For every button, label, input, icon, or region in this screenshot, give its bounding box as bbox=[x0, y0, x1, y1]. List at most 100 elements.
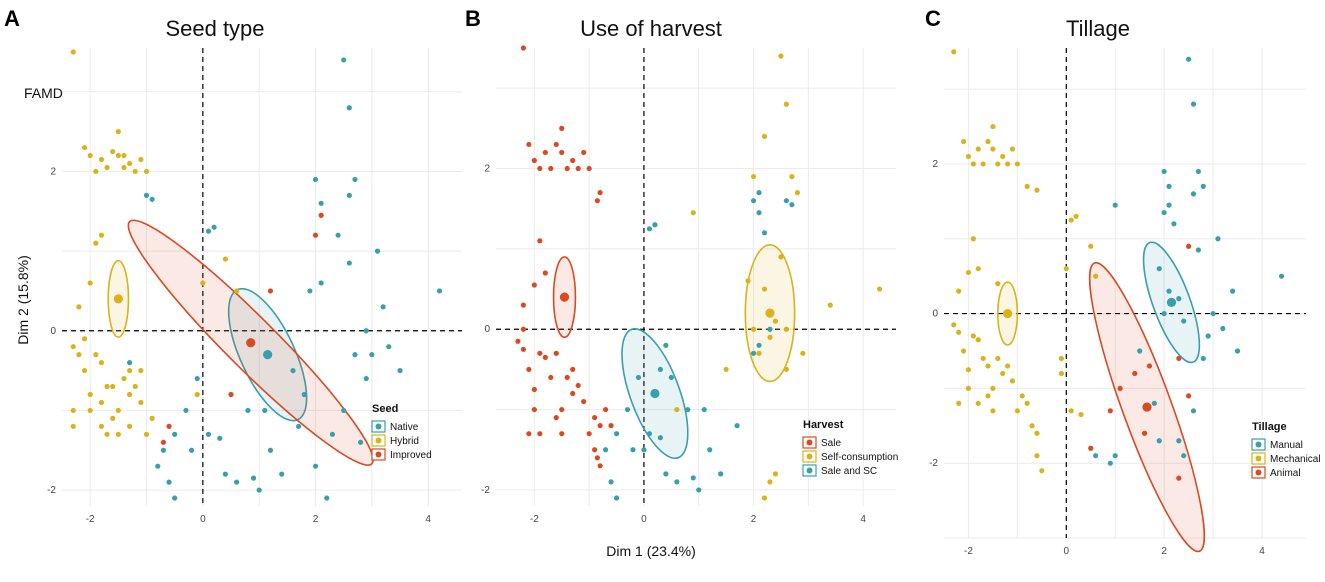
data-point bbox=[346, 260, 352, 266]
data-point bbox=[995, 281, 1001, 287]
panel-letter-c: C bbox=[925, 6, 941, 31]
legend-label: Sale bbox=[821, 438, 841, 449]
data-point bbox=[132, 168, 138, 175]
data-point bbox=[166, 423, 172, 429]
data-point bbox=[1039, 468, 1045, 474]
data-point bbox=[115, 152, 121, 159]
legend-label: Mechanical bbox=[1270, 454, 1321, 465]
data-point bbox=[990, 408, 996, 414]
data-point bbox=[951, 322, 957, 328]
data-point bbox=[1034, 430, 1040, 436]
data-point bbox=[1112, 453, 1118, 459]
data-point bbox=[690, 475, 696, 481]
legend-key-dot bbox=[1255, 455, 1262, 462]
data-point bbox=[570, 366, 576, 373]
data-point bbox=[750, 173, 757, 180]
data-point bbox=[592, 447, 598, 453]
data-point bbox=[542, 149, 548, 156]
data-point bbox=[674, 479, 680, 485]
data-point bbox=[143, 431, 150, 437]
data-point bbox=[646, 431, 653, 437]
legend: Seed Native Hybrid Improved bbox=[371, 403, 432, 461]
data-point bbox=[772, 471, 779, 477]
data-point bbox=[778, 53, 784, 59]
data-point bbox=[965, 385, 972, 391]
data-point bbox=[827, 302, 833, 308]
data-point bbox=[531, 157, 537, 164]
data-point bbox=[718, 471, 724, 477]
data-point bbox=[121, 164, 127, 171]
data-point bbox=[674, 406, 680, 413]
data-point bbox=[970, 333, 976, 339]
data-point bbox=[1166, 202, 1172, 208]
data-point bbox=[723, 366, 729, 373]
data-point bbox=[553, 350, 559, 356]
data-point bbox=[531, 406, 537, 413]
data-point bbox=[397, 367, 403, 374]
data-point bbox=[87, 391, 93, 398]
data-point bbox=[581, 398, 587, 405]
data-point bbox=[324, 495, 330, 501]
data-point bbox=[346, 105, 352, 111]
data-point bbox=[778, 254, 784, 260]
centroid-improved bbox=[246, 338, 256, 348]
data-point bbox=[876, 286, 883, 292]
data-point bbox=[81, 144, 88, 151]
data-point bbox=[70, 407, 76, 414]
data-point bbox=[592, 415, 598, 421]
data-point bbox=[1009, 146, 1016, 152]
data-point bbox=[630, 447, 636, 453]
data-point bbox=[1004, 363, 1011, 369]
data-point bbox=[104, 164, 110, 171]
x-tick-label: 4 bbox=[1259, 546, 1265, 557]
data-point bbox=[624, 406, 631, 413]
centroid-sale-and-sc bbox=[650, 388, 660, 399]
data-point bbox=[956, 329, 962, 335]
y-tick-label: 2 bbox=[932, 159, 938, 170]
legend-key-dot bbox=[1255, 441, 1262, 448]
data-point bbox=[520, 346, 526, 352]
y-tick-label: -2 bbox=[47, 485, 56, 496]
data-point bbox=[1200, 183, 1206, 189]
data-point bbox=[267, 288, 274, 294]
data-point bbox=[559, 149, 565, 156]
data-point bbox=[70, 49, 76, 55]
data-point bbox=[110, 383, 116, 390]
data-point bbox=[520, 302, 526, 308]
data-point bbox=[188, 447, 195, 453]
data-point bbox=[234, 288, 240, 294]
data-point bbox=[553, 141, 559, 148]
data-point bbox=[668, 374, 674, 381]
data-point bbox=[87, 280, 93, 286]
legend-label: Native bbox=[390, 422, 419, 433]
data-point bbox=[250, 475, 257, 481]
data-point bbox=[352, 352, 358, 358]
data-point bbox=[1190, 191, 1197, 197]
data-point bbox=[369, 352, 375, 358]
data-point bbox=[98, 156, 105, 163]
data-point bbox=[121, 152, 127, 159]
series-hybrid bbox=[70, 49, 240, 437]
data-point bbox=[761, 133, 768, 139]
data-point bbox=[1185, 243, 1192, 249]
data-point bbox=[985, 363, 991, 369]
legend-label: Hybrid bbox=[390, 436, 419, 447]
x-tick-label: 4 bbox=[860, 514, 866, 525]
data-point bbox=[707, 447, 713, 453]
data-point bbox=[1176, 475, 1182, 481]
data-point bbox=[515, 338, 521, 344]
data-point bbox=[87, 152, 93, 159]
data-point bbox=[217, 435, 223, 441]
panel-letter-a: A bbox=[4, 6, 20, 31]
data-point bbox=[1068, 408, 1074, 414]
data-point bbox=[1137, 348, 1143, 354]
data-point bbox=[965, 269, 972, 276]
data-point bbox=[352, 176, 358, 183]
data-point bbox=[267, 447, 274, 453]
data-point bbox=[559, 431, 565, 437]
data-point bbox=[783, 326, 790, 332]
data-point bbox=[570, 157, 576, 164]
panel-b: B Use of harvest -2 0 2 4 -2 0 2 Harvest Sale Sel… bbox=[465, 6, 898, 525]
data-point bbox=[1215, 236, 1221, 242]
y-tick-label: 2 bbox=[50, 166, 56, 177]
